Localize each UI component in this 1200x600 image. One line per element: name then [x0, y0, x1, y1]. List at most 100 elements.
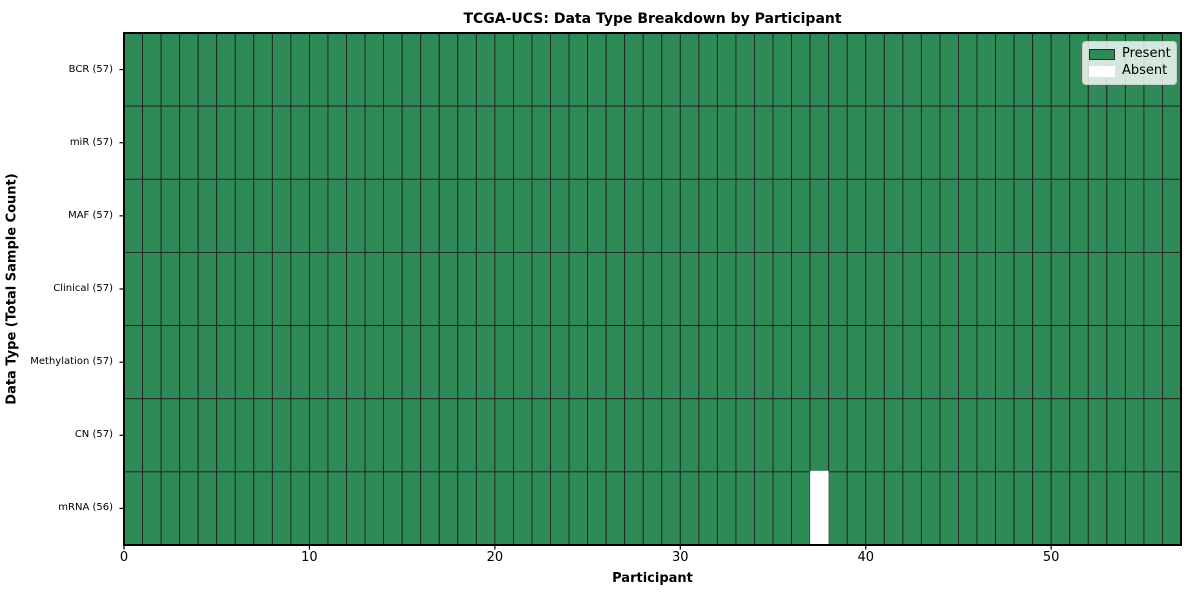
heatmap-cell-present [512, 178, 533, 253]
heatmap-cell-present [457, 32, 477, 107]
heatmap-cell-present [457, 105, 477, 180]
heatmap-cell-present [550, 251, 570, 327]
heatmap-cell-present [679, 398, 700, 473]
heatmap-cell-present [234, 398, 255, 473]
heatmap-cell-present [1162, 178, 1182, 253]
heatmap-cell-present [791, 325, 811, 400]
heatmap-cell-present [1013, 471, 1034, 546]
heatmap-cell-present [976, 105, 997, 180]
heatmap-cell-present [1087, 325, 1108, 400]
heatmap-cell-present [1124, 105, 1145, 180]
heatmap-cell-present [438, 105, 459, 180]
heatmap-cell-present [383, 32, 403, 107]
x-tick-label: 40 [857, 550, 875, 565]
heatmap-cell-present [624, 398, 644, 473]
heatmap-cell-present [1162, 398, 1182, 473]
heatmap-cell-present [568, 325, 589, 400]
heatmap-cell-present [1050, 32, 1071, 107]
heatmap-cell-present [605, 32, 626, 107]
heatmap-cell-present [494, 471, 514, 546]
heatmap-cell-present [846, 471, 867, 546]
heatmap-cell-present [698, 178, 718, 253]
heatmap-cell-present [327, 178, 347, 253]
heatmap-cell-present [679, 325, 700, 400]
heatmap-cell-present [605, 398, 626, 473]
heatmap-cell-present [179, 398, 199, 473]
heatmap-cell-present [308, 251, 329, 327]
heatmap-cell-present [142, 325, 162, 400]
heatmap-cell-present [216, 251, 236, 327]
heatmap-cell-present [1050, 471, 1071, 546]
heatmap-cell-present [1032, 251, 1052, 327]
heatmap-cell-present [308, 325, 329, 400]
heatmap-cell-present [587, 32, 607, 107]
heatmap-cell-present [160, 398, 181, 473]
heatmap-cell-present [197, 32, 218, 107]
heatmap-cell-present [197, 178, 218, 253]
heatmap-cell-present [383, 105, 403, 180]
heatmap-cell-present [234, 105, 255, 180]
heatmap-cell-present [1069, 105, 1089, 180]
absent-swatch-icon [1089, 65, 1115, 77]
x-tick-label: 50 [1042, 550, 1060, 565]
heatmap-cell-present [123, 471, 143, 546]
heatmap-cell-present [160, 471, 181, 546]
heatmap-cell-present [420, 251, 440, 327]
heatmap-cell-present [179, 105, 199, 180]
heatmap-cell-present [1032, 471, 1052, 546]
heatmap-cell-present [642, 471, 663, 546]
heatmap-cell-present [679, 32, 700, 107]
heatmap-cell-present [271, 105, 292, 180]
heatmap-cell-present [1050, 178, 1071, 253]
heatmap-cell-present [420, 325, 440, 400]
heatmap-cell-present [216, 325, 236, 400]
heatmap-cell-present [346, 471, 366, 546]
heatmap-cell-present [383, 471, 403, 546]
heatmap-cell-present [902, 471, 922, 546]
heatmap-cell-present [642, 32, 663, 107]
heatmap-cell-present [475, 398, 496, 473]
heatmap-cell-present [642, 178, 663, 253]
heatmap-cell-present [531, 398, 551, 473]
heatmap-cell-present [420, 398, 440, 473]
heatmap-cell-present [308, 398, 329, 473]
heatmap-cell-present [290, 32, 310, 107]
y-tick-label: mRNA (56) [58, 502, 113, 514]
heatmap-cell-present [772, 178, 793, 253]
heatmap-cell-present [1069, 398, 1089, 473]
heatmap-cell-present [531, 251, 551, 327]
heatmap-cell-present [457, 471, 477, 546]
heatmap-cell-present [327, 251, 347, 327]
heatmap-cell-present [1013, 325, 1034, 400]
heatmap-cell-present [550, 471, 570, 546]
heatmap-cell-present [1069, 325, 1089, 400]
heatmap-cell-present [234, 178, 255, 253]
heatmap-cell-present [494, 325, 514, 400]
heatmap-cell-present [772, 105, 793, 180]
heatmap-cell-present [346, 178, 366, 253]
heatmap-cell-present [290, 251, 310, 327]
heatmap-cell-present [290, 178, 310, 253]
heatmap-cell-present [1069, 251, 1089, 327]
heatmap-cell-present [1106, 251, 1126, 327]
heatmap-cell-present [661, 325, 681, 400]
heatmap-cell-present [1106, 471, 1126, 546]
heatmap-cell-present [346, 251, 366, 327]
heatmap-cell-present [698, 325, 718, 400]
heatmap-cell-present [438, 32, 459, 107]
heatmap-cell-present [587, 105, 607, 180]
heatmap-cell-present [308, 471, 329, 546]
heatmap-cell-present [475, 471, 496, 546]
heatmap-cell-present [364, 398, 385, 473]
heatmap-cell-present [958, 32, 978, 107]
heatmap-cell-present [865, 471, 885, 546]
heatmap-cell-present [234, 32, 255, 107]
heatmap-cell-present [253, 178, 273, 253]
heatmap-cell-present [661, 471, 681, 546]
y-tick-label: Clinical (57) [53, 283, 113, 294]
heatmap-cell-present [754, 325, 774, 400]
heatmap-cell-present [383, 398, 403, 473]
heatmap-cell-present [142, 471, 162, 546]
heatmap-cell-present [1013, 105, 1034, 180]
